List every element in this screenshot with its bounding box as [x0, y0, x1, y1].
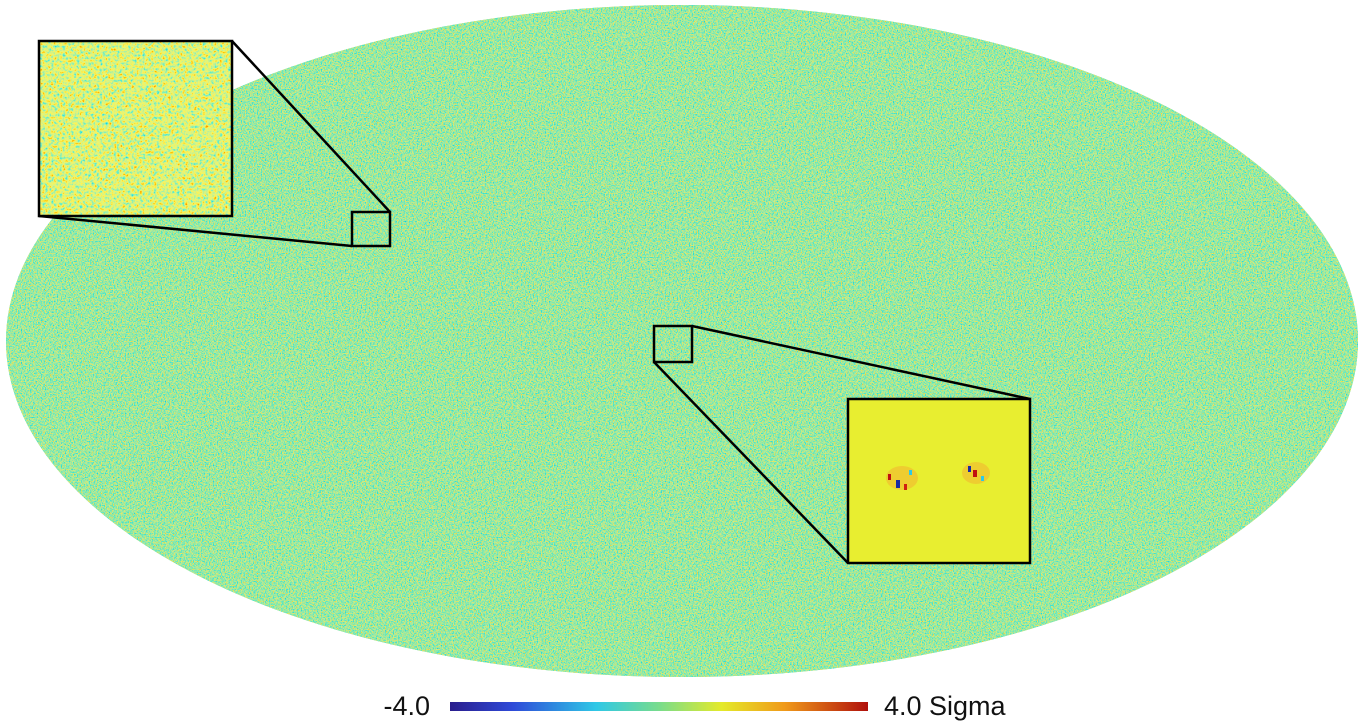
- connector: [231, 40, 391, 213]
- connector: [653, 361, 849, 564]
- inset-frame: [846, 397, 1032, 565]
- connector: [38, 214, 353, 248]
- zoom-region: [652, 324, 694, 364]
- source-spot: [973, 470, 977, 477]
- connector: [691, 324, 1031, 401]
- source-spot: [968, 466, 971, 472]
- source-spot: [888, 474, 891, 480]
- inset-sources: [652, 324, 1032, 565]
- colorbar: [450, 702, 868, 711]
- source-spot: [896, 480, 900, 488]
- inset-noise: [37, 39, 392, 248]
- inset-frame: [37, 39, 234, 218]
- source-spot: [904, 484, 907, 490]
- inset-base: [39, 41, 232, 216]
- colorbar-min-label: -4.0: [383, 691, 430, 721]
- source-spot: [909, 470, 912, 475]
- source-pattern: [886, 462, 990, 490]
- zoom-region: [350, 210, 392, 248]
- source-spot: [981, 476, 984, 481]
- colorbar-max-label: 4.0 Sigma: [884, 691, 1007, 721]
